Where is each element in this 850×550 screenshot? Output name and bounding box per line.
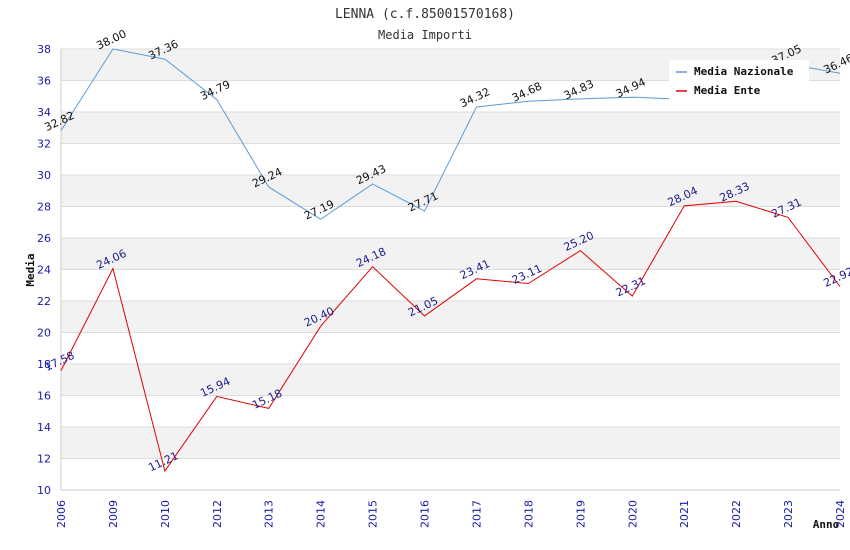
y-tick-label: 36: [37, 75, 51, 88]
grid-band: [61, 175, 840, 207]
x-tick-label: 2017: [470, 500, 483, 528]
grid-band: [61, 427, 840, 459]
grid-band: [61, 458, 840, 490]
x-axis-label: Anno: [813, 518, 840, 531]
y-tick-label: 10: [37, 484, 51, 497]
grid-band: [61, 301, 840, 333]
y-tick-label: 28: [37, 201, 51, 214]
x-tick-label: 2016: [419, 500, 432, 528]
x-tick-label: 2014: [315, 500, 328, 528]
y-tick-label: 20: [37, 327, 51, 340]
x-tick-label: 2023: [782, 500, 795, 528]
y-tick-label: 38: [37, 43, 51, 56]
x-tick-label: 2015: [367, 500, 380, 528]
x-tick-label: 2020: [626, 500, 639, 528]
x-tick-label: 2021: [678, 500, 691, 528]
x-tick-label: 2012: [211, 500, 224, 528]
y-tick-label: 34: [37, 106, 51, 119]
x-tick-label: 2006: [55, 500, 68, 528]
x-tick-label: 2009: [107, 500, 120, 528]
grid-band: [61, 332, 840, 364]
y-tick-label: 12: [37, 453, 51, 466]
y-tick-label: 18: [37, 358, 51, 371]
y-axis-label: Media: [24, 253, 37, 286]
grid-band: [61, 206, 840, 238]
x-tick-label: 2022: [730, 500, 743, 528]
y-tick-label: 32: [37, 138, 51, 151]
grid-band: [61, 269, 840, 301]
x-tick-label: 2013: [263, 500, 276, 528]
y-tick-label: 16: [37, 390, 51, 403]
x-axis-ticks: 2006 2009 2010 2012 2013 2014 2015 2016 2017 2018…: [55, 500, 847, 528]
y-tick-label: 24: [37, 264, 51, 277]
grid-bands: [61, 49, 840, 490]
grid-band: [61, 112, 840, 144]
grid-lines: [60, 48, 840, 491]
y-axis-ticks: 10 12 14 16 18 20 22 24 26 28 30 32 34 36 38: [37, 43, 51, 497]
x-tick-label: 2010: [159, 500, 172, 528]
x-tick-label: 2019: [574, 500, 587, 528]
legend-label-ente: Media Ente: [694, 84, 761, 97]
y-tick-label: 30: [37, 169, 51, 182]
y-tick-label: 14: [37, 421, 51, 434]
grid-band: [61, 395, 840, 427]
grid-band: [61, 238, 840, 270]
legend: Media Nazionale Media Ente: [669, 60, 809, 102]
y-tick-label: 26: [37, 232, 51, 245]
x-tick-label: 2024: [834, 500, 847, 528]
y-tick-label: 22: [37, 295, 51, 308]
series-line-1: [60, 200, 841, 473]
chart-title: LENNA (c.f.85001570168): [335, 7, 515, 22]
chart-subtitle: Media Importi: [378, 28, 472, 42]
x-tick-label: 2018: [522, 500, 535, 528]
legend-box: [669, 60, 809, 102]
legend-label-nazionale: Media Nazionale: [694, 65, 794, 78]
grid-band: [61, 364, 840, 396]
